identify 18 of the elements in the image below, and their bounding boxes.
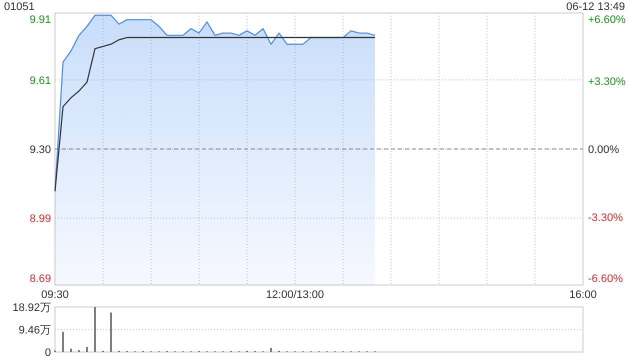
y-tick-label: 18.92万 — [12, 302, 51, 314]
y2-tick-label: -3.30% — [588, 212, 624, 224]
x-tick-label: 16:00 — [569, 289, 597, 301]
y-tick-label: 8.99 — [30, 213, 51, 226]
y-tick-label: 9.91 — [30, 14, 51, 26]
y-tick-label: 9.30 — [30, 144, 51, 156]
x-tick-label: 09:30 — [41, 289, 69, 301]
y2-tick-label: +6.60% — [588, 14, 626, 26]
annotation: 06-12 13:49 — [566, 1, 625, 13]
chart-title: 01051 — [4, 1, 35, 13]
y2-tick-label: -6.60% — [588, 273, 624, 285]
y2-tick-label: +3.30% — [588, 76, 626, 88]
y-tick-label: 9.61 — [30, 74, 51, 87]
y-tick-label: 9.46万 — [18, 324, 51, 336]
y-tick-label: 0 — [44, 347, 51, 359]
y-tick-label: 8.69 — [30, 273, 51, 285]
x-tick-label: 12:00/13:00 — [266, 289, 324, 301]
y2-tick-label: 0.00% — [588, 144, 620, 156]
